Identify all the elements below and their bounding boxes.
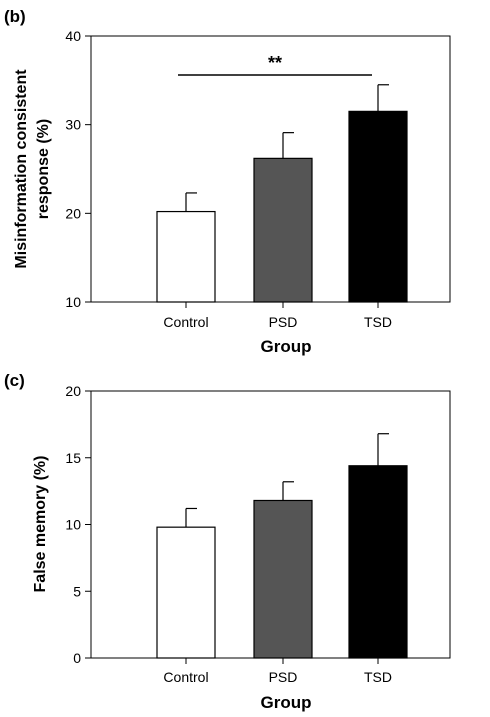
y-axis-label: response (%) xyxy=(35,119,52,219)
bar-control xyxy=(156,210,216,303)
bar-psd xyxy=(253,157,313,303)
y-tick-label: 30 xyxy=(65,117,81,133)
bar-tsd xyxy=(348,465,408,659)
y-tick-label: 10 xyxy=(65,294,81,310)
x-axis-label: Group xyxy=(261,337,312,356)
x-tick-label: PSD xyxy=(269,669,298,685)
x-tick-label: PSD xyxy=(269,314,298,330)
y-axis-label: Misinformation consistent xyxy=(13,69,30,269)
x-tick-label: Control xyxy=(163,314,208,330)
x-tick-label: Control xyxy=(163,669,208,685)
y-tick-label: 0 xyxy=(73,650,81,666)
x-tick-label: TSD xyxy=(364,314,392,330)
x-axis-label: Group xyxy=(261,693,312,712)
y-tick-label: 40 xyxy=(65,28,81,44)
y-axis-label: False memory (%) xyxy=(32,456,49,593)
y-tick-label: 5 xyxy=(73,583,81,599)
bar-psd xyxy=(253,499,313,659)
y-tick-label: 20 xyxy=(65,205,81,221)
bar-tsd xyxy=(348,110,408,303)
panel-label: (b) xyxy=(4,7,26,26)
y-tick-label: 10 xyxy=(65,517,81,533)
x-tick-label: TSD xyxy=(364,669,392,685)
bar-control xyxy=(156,526,216,659)
panel-label: (c) xyxy=(4,371,25,390)
y-tick-label: 20 xyxy=(65,383,81,399)
y-tick-label: 15 xyxy=(65,450,81,466)
significance-label: ** xyxy=(268,53,282,73)
